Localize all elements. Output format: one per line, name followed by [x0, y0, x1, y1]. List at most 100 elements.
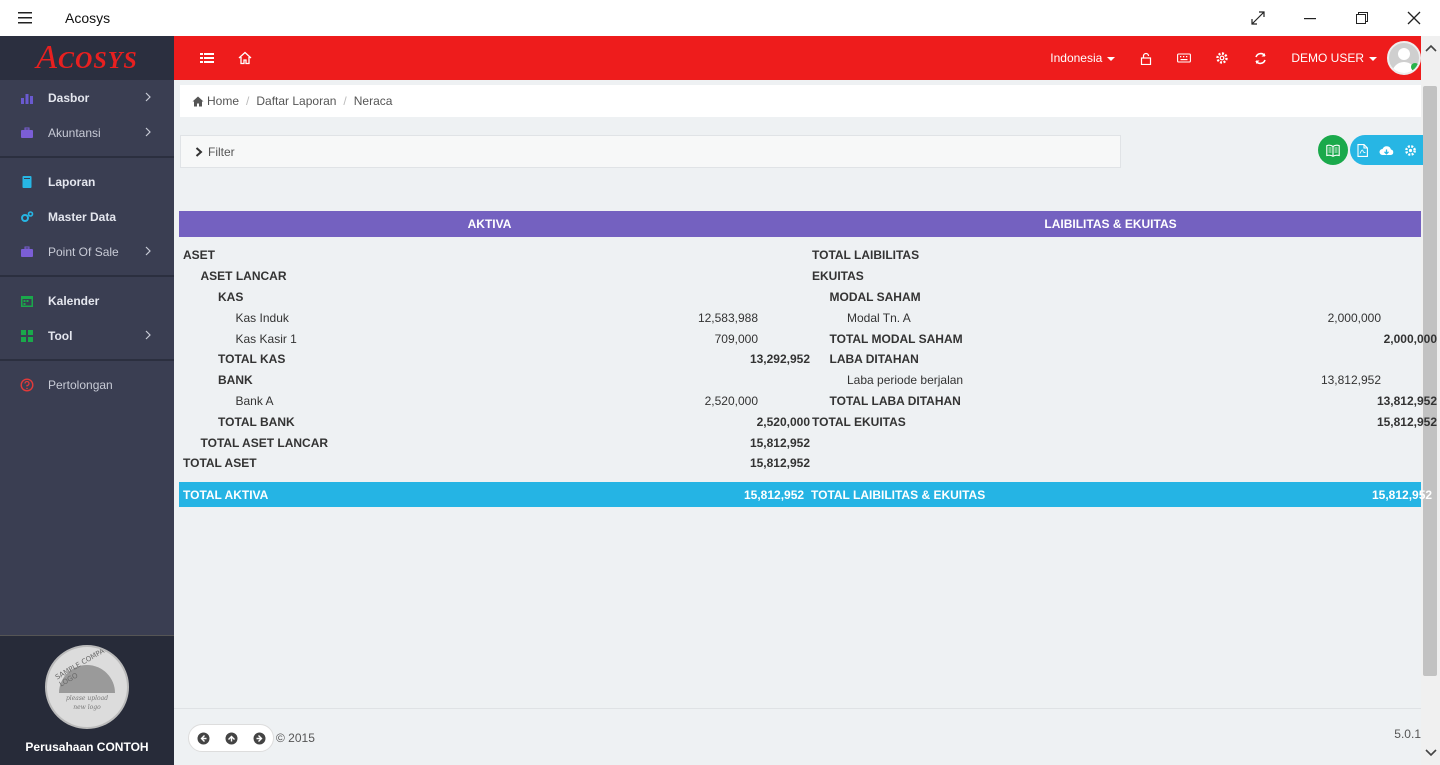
sidebar-item-akuntansi[interactable]: Akuntansi: [0, 115, 174, 150]
row-total: 13,812,952: [1376, 393, 1437, 408]
total-liabilities-equity-value: 15,812,952: [1372, 488, 1433, 502]
user-name: DEMO USER: [1291, 51, 1364, 65]
hamburger-menu-icon[interactable]: [0, 0, 50, 36]
chevron-right-icon: [145, 92, 151, 102]
scrollbar-thumb[interactable]: [1423, 86, 1437, 676]
user-menu[interactable]: DEMO USER: [1291, 51, 1377, 65]
book-icon: [20, 175, 34, 189]
scroll-up-arrow-icon[interactable]: [1424, 42, 1438, 56]
company-logo: SAMPLE COMPANY LOGO please upload new lo…: [45, 645, 129, 729]
sidebar-divider: [0, 359, 174, 361]
company-logo-sub1: please upload: [65, 695, 109, 702]
brand-logo[interactable]: ACOSYS: [0, 36, 174, 80]
report-row: MODAL SAHAM: [810, 287, 1421, 308]
sidebar-item-tool[interactable]: Tool: [0, 318, 174, 353]
sidebar: ACOSYS Dasbor Akuntansi Laporan Master Data…: [0, 36, 174, 765]
row-label: EKUITAS: [812, 269, 864, 284]
breadcrumb-home[interactable]: Home: [207, 94, 240, 108]
brand-logo-initial: A: [36, 39, 59, 76]
bar-chart-icon: [20, 91, 34, 105]
sidebar-item-pertolongan[interactable]: Pertolongan: [0, 367, 174, 402]
row-total: 15,812,952: [749, 456, 810, 471]
lock-icon[interactable]: [1137, 49, 1155, 67]
row-amount: 2,000,000: [1327, 310, 1381, 325]
export-pdf-button[interactable]: [1350, 135, 1374, 165]
company-panel: SAMPLE COMPANY LOGO please upload new lo…: [0, 635, 174, 765]
back-button[interactable]: [189, 725, 217, 751]
report-row: TOTAL EKUITAS 15,812,952: [810, 411, 1437, 432]
view-report-button[interactable]: [1318, 135, 1348, 165]
gear-icon[interactable]: [1213, 49, 1231, 67]
brand-logo-text: COSYS: [58, 48, 138, 74]
report-row: Kas Kasir 1 709,000: [179, 328, 810, 349]
filter-panel-toggle[interactable]: Filter: [180, 135, 1121, 168]
vertical-scrollbar[interactable]: [1421, 36, 1440, 765]
gear-icon: [1405, 144, 1417, 156]
keyboard-icon[interactable]: [1175, 49, 1193, 67]
sidebar-item-label: Laporan: [48, 174, 96, 189]
restore-icon[interactable]: [1336, 0, 1388, 36]
up-button[interactable]: [217, 725, 245, 751]
briefcase-icon: [20, 126, 34, 140]
report-row: Kas Induk 12,583,988: [179, 307, 810, 328]
chevron-right-icon: [195, 146, 203, 157]
sidebar-item-laporan[interactable]: Laporan: [0, 164, 174, 199]
fullscreen-icon[interactable]: [1232, 0, 1284, 36]
total-liabilities-equity-label: TOTAL LAIBILITAS & EKUITAS: [811, 488, 986, 502]
total-aktiva-value: 15,812,952: [744, 488, 805, 502]
arrow-right-circle-icon: [253, 732, 265, 744]
download-button[interactable]: [1374, 135, 1398, 165]
row-total: 2,000,000: [1383, 331, 1437, 346]
close-icon[interactable]: [1388, 0, 1440, 36]
sidebar-item-point-of-sale[interactable]: Point Of Sale: [0, 234, 174, 269]
report-row: TOTAL BANK 2,520,000: [179, 411, 810, 432]
breadcrumb: Home / Daftar Laporan / Neraca: [180, 85, 1421, 117]
sidebar-item-dasbor[interactable]: Dasbor: [0, 80, 174, 115]
refresh-icon[interactable]: [1251, 49, 1269, 67]
row-label: MODAL SAHAM: [829, 289, 921, 304]
toggle-sidebar-icon[interactable]: [198, 49, 216, 67]
online-status-dot: [1411, 63, 1419, 71]
report-row: ASET: [179, 245, 810, 266]
sidebar-item-label: Dasbor: [48, 90, 90, 105]
report-total-row: TOTAL AKTIVA 15,812,952 TOTAL LAIBILITAS…: [179, 482, 1432, 507]
forward-button[interactable]: [245, 725, 273, 751]
report-header: AKTIVA LAIBILITAS & EKUITAS: [179, 211, 1421, 237]
sidebar-divider: [0, 156, 174, 158]
row-label: Kas Induk: [235, 310, 289, 325]
cogs-icon: [20, 210, 34, 224]
row-amount: 13,812,952: [1320, 373, 1381, 388]
window-title: Acosys: [65, 10, 111, 26]
aktiva-column: ASET ASET LANCAR KAS Kas Induk 12,583,988 Kas…: [179, 237, 810, 474]
report-row: BANK: [179, 370, 810, 391]
row-label: TOTAL LAIBILITAS: [812, 248, 920, 263]
report-row: Laba periode berjalan 13,812,952: [810, 370, 1421, 391]
scroll-down-arrow-icon[interactable]: [1424, 745, 1438, 759]
cloud-download-icon: [1379, 145, 1394, 155]
sidebar-item-kalender[interactable]: Kalender: [0, 283, 174, 318]
book-open-icon: [1326, 144, 1340, 157]
avatar[interactable]: [1387, 41, 1421, 75]
row-label: Bank A: [235, 393, 274, 408]
sidebar-item-label: Point Of Sale: [48, 244, 119, 259]
row-label: TOTAL EKUITAS: [812, 414, 906, 429]
sidebar-item-master-data[interactable]: Master Data: [0, 199, 174, 234]
home-icon[interactable]: [236, 49, 254, 67]
row-label: Modal Tn. A: [847, 310, 911, 325]
breadcrumb-report-list[interactable]: Daftar Laporan: [256, 94, 337, 108]
report-row: TOTAL LAIBILITAS: [810, 245, 1421, 266]
briefcase-icon: [20, 245, 34, 259]
sidebar-item-label: Master Data: [48, 209, 117, 224]
report-row: LABA DITAHAN: [810, 349, 1421, 370]
language-dropdown[interactable]: Indonesia: [1050, 51, 1116, 65]
settings-button[interactable]: [1399, 135, 1423, 165]
pager: [188, 724, 274, 752]
help-icon: [20, 377, 34, 392]
total-aktiva-label: TOTAL AKTIVA: [183, 488, 269, 502]
report-row: TOTAL ASET LANCAR 15,812,952: [179, 432, 811, 453]
topbar: Indonesia DEMO USER: [174, 36, 1421, 80]
liabilities-equity-header: LAIBILITAS & EKUITAS: [1044, 217, 1177, 231]
row-label: BANK: [218, 373, 253, 388]
minimize-icon[interactable]: [1284, 0, 1336, 36]
company-name: Perusahaan CONTOH: [25, 740, 149, 754]
